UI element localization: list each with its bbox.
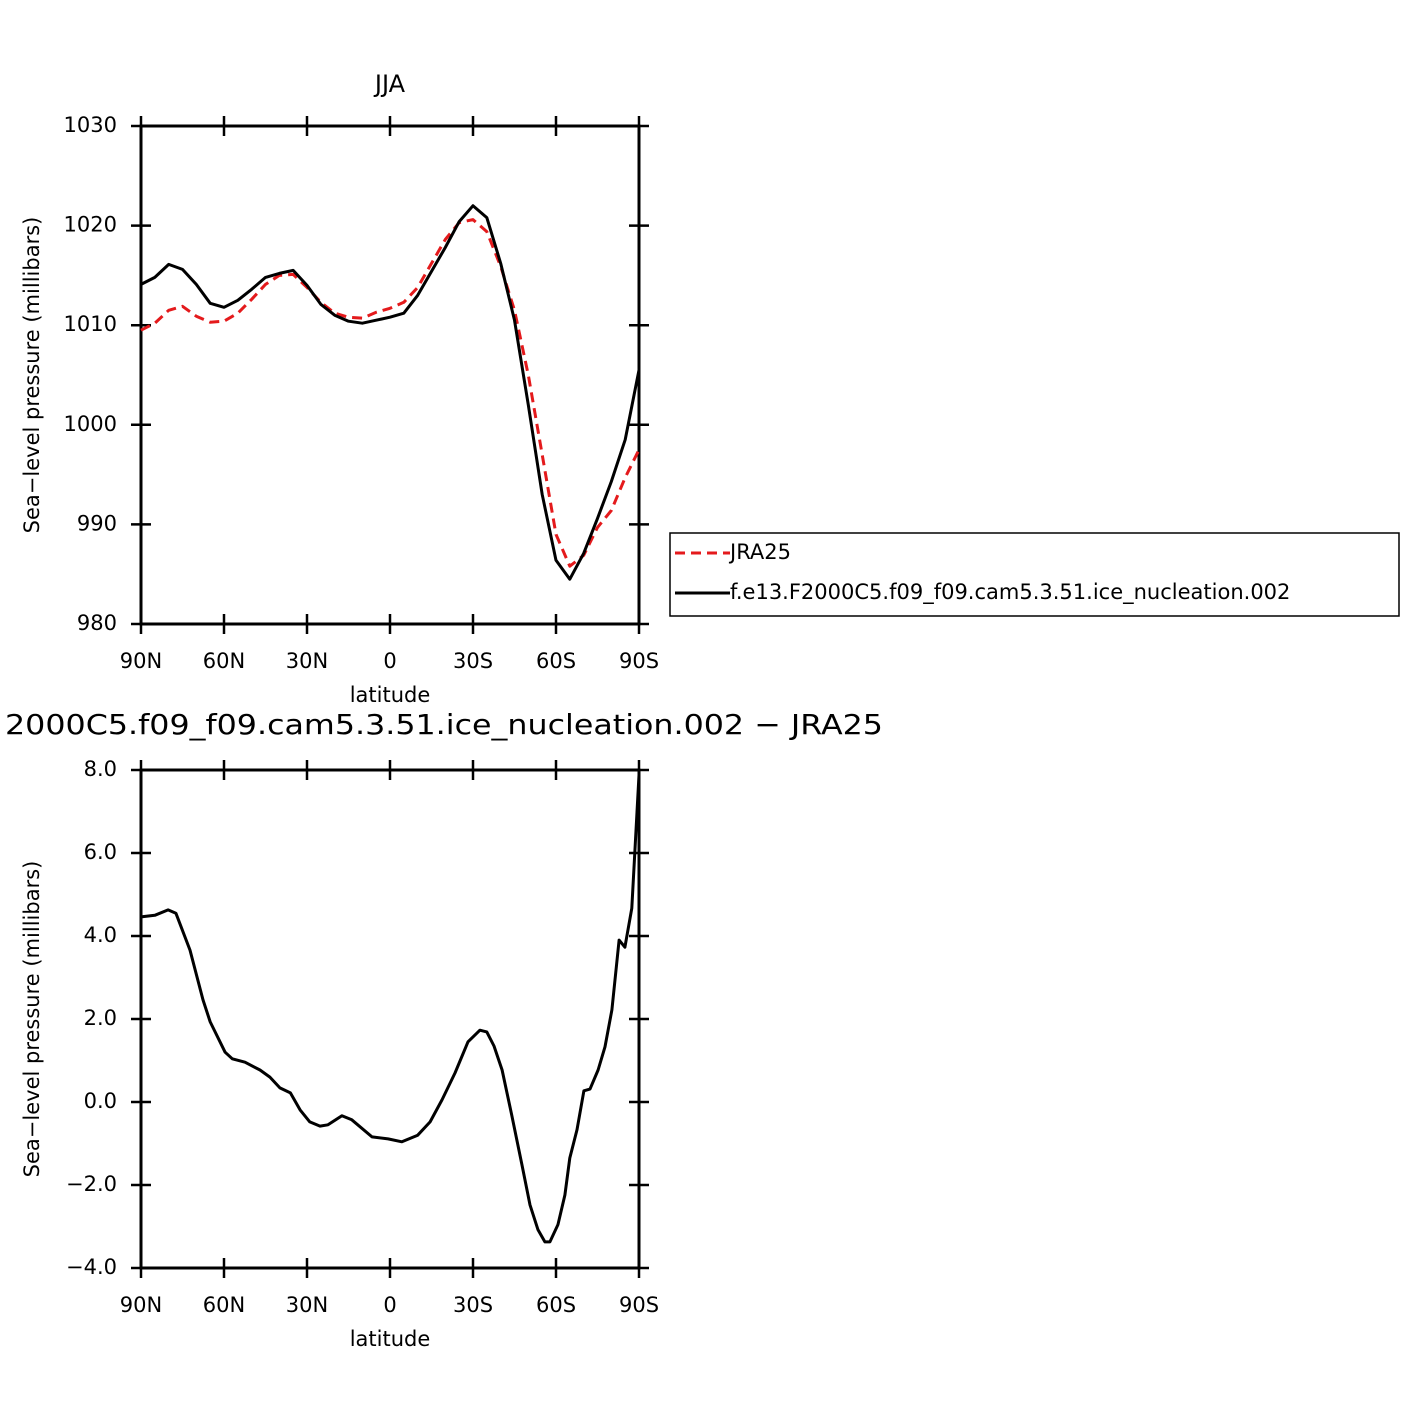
y-tick-label: 6.0	[84, 840, 117, 864]
x-tick-label: 90S	[619, 1293, 659, 1317]
x-tick-label: 60S	[536, 649, 576, 673]
y-tick-label: 1020	[64, 213, 117, 237]
y-tick-label: 990	[77, 511, 117, 535]
x-tick-label: 60N	[203, 649, 245, 673]
x-tick-label: 0	[383, 1293, 396, 1317]
x-tick-label: 90S	[619, 649, 659, 673]
chart-title: 2000C5.f09_f09.cam5.3.51.ice_nucleation.…	[5, 708, 883, 741]
y-tick-label: 2.0	[84, 1006, 117, 1030]
y-tick-label: 8.0	[84, 757, 117, 781]
x-tick-label: 60N	[203, 1293, 245, 1317]
y-axis-label: Sea−level pressure (millibars)	[20, 861, 44, 1178]
x-tick-label: 90N	[120, 649, 162, 673]
y-tick-label: 1010	[64, 312, 117, 336]
data-line	[140, 774, 641, 1244]
y-tick-label: 1000	[64, 412, 117, 436]
data-line	[140, 204, 641, 581]
y-tick-label: −4.0	[66, 1255, 117, 1279]
legend-label: f.e13.F2000C5.f09_f09.cam5.3.51.ice_nucl…	[730, 580, 1290, 605]
x-tick-label: 30S	[453, 649, 493, 673]
plot-frame	[139, 124, 641, 626]
y-tick-label: −2.0	[66, 1172, 117, 1196]
y-tick-label: 1030	[64, 113, 117, 137]
y-tick-label: 4.0	[84, 923, 117, 947]
legend-label: JRA25	[728, 540, 791, 564]
x-tick-label: 90N	[120, 1293, 162, 1317]
y-tick-label: 980	[77, 611, 117, 635]
y-axis-label: Sea−level pressure (millibars)	[20, 217, 44, 534]
x-tick-label: 30N	[286, 1293, 328, 1317]
plot-frame	[139, 768, 641, 1270]
chart-title: JJA	[373, 70, 406, 98]
data-line	[140, 218, 641, 568]
x-tick-label: 30S	[453, 1293, 493, 1317]
x-axis-label: latitude	[350, 1327, 431, 1351]
x-tick-label: 0	[383, 649, 396, 673]
x-tick-label: 60S	[536, 1293, 576, 1317]
x-tick-label: 30N	[286, 649, 328, 673]
y-tick-label: 0.0	[84, 1089, 117, 1113]
x-axis-label: latitude	[350, 683, 431, 707]
legend-box	[669, 532, 1400, 617]
